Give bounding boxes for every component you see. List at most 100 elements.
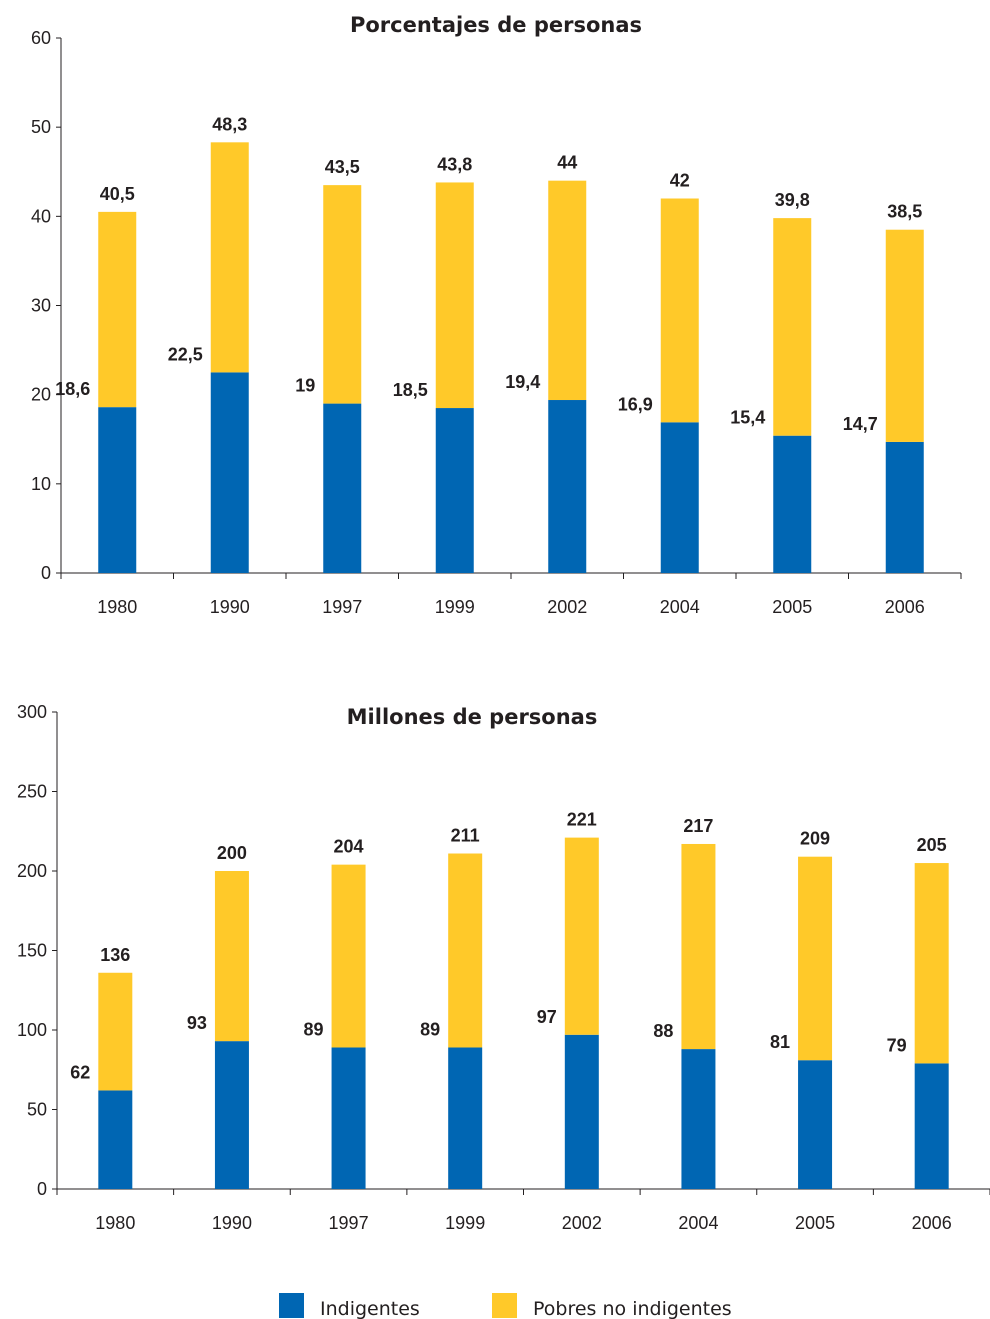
data-label-total: 43,8 — [437, 154, 472, 174]
bar-pobres-no-indigentes-1990 — [210, 142, 249, 373]
x-tick-label: 1997 — [329, 1213, 369, 1233]
data-label-indigentes: 18,6 — [55, 379, 90, 399]
bar-pobres-no-indigentes-1997 — [331, 864, 366, 1048]
data-label-indigentes: 62 — [70, 1062, 90, 1082]
x-tick-label: 2006 — [912, 1213, 952, 1233]
y-tick-label: 250 — [17, 782, 47, 802]
y-tick-label: 50 — [31, 117, 51, 137]
chart-title: Millones de personas — [347, 705, 598, 729]
data-label-indigentes: 19,4 — [505, 372, 540, 392]
chart-title: Porcentajes de personas — [350, 13, 642, 37]
data-label-total: 44 — [557, 153, 577, 173]
y-tick-label: 300 — [17, 702, 47, 722]
bar-pobres-no-indigentes-1999 — [435, 182, 474, 409]
bar-indigentes-2005 — [798, 1060, 833, 1189]
data-label-indigentes: 15,4 — [730, 408, 765, 428]
bar-indigentes-2004 — [660, 422, 699, 573]
bar-indigentes-2002 — [564, 1034, 599, 1189]
bar-indigentes-1999 — [435, 408, 474, 573]
legend-label-indigentes: Indigentes — [320, 1298, 420, 1319]
bar-pobres-no-indigentes-2005 — [773, 218, 812, 436]
legend-swatch-pobres-no-indigentes — [492, 1293, 517, 1318]
x-tick-label: 2002 — [562, 1213, 602, 1233]
data-label-total: 39,8 — [775, 190, 810, 210]
bar-pobres-no-indigentes-1990 — [214, 871, 249, 1042]
y-tick-label: 40 — [31, 206, 51, 226]
x-tick-label: 1980 — [95, 1213, 135, 1233]
bar-pobres-no-indigentes-2004 — [681, 843, 716, 1050]
data-label-total: 48,3 — [212, 114, 247, 134]
data-label-total: 217 — [683, 816, 713, 836]
bar-pobres-no-indigentes-1999 — [448, 853, 483, 1048]
y-tick-label: 200 — [17, 861, 47, 881]
y-tick-label: 60 — [31, 28, 51, 48]
x-tick-label: 1980 — [97, 597, 137, 617]
data-label-total: 221 — [567, 810, 597, 830]
bar-indigentes-2002 — [548, 400, 587, 573]
data-label-total: 40,5 — [100, 184, 135, 204]
bar-pobres-no-indigentes-1997 — [323, 185, 362, 404]
bar-indigentes-1990 — [214, 1041, 249, 1189]
x-tick-label: 1990 — [210, 597, 250, 617]
bar-pobres-no-indigentes-2005 — [798, 856, 833, 1061]
bar-indigentes-2006 — [914, 1063, 949, 1189]
x-tick-label: 2004 — [678, 1213, 718, 1233]
data-label-indigentes: 97 — [537, 1007, 557, 1027]
data-label-indigentes: 22,5 — [168, 344, 203, 364]
bar-indigentes-1980 — [98, 407, 137, 573]
x-tick-label: 2004 — [660, 597, 700, 617]
data-label-total: 205 — [917, 835, 947, 855]
bar-indigentes-2005 — [773, 435, 812, 573]
y-tick-label: 0 — [41, 563, 51, 583]
bar-indigentes-2004 — [681, 1049, 716, 1189]
x-tick-label: 1997 — [322, 597, 362, 617]
x-tick-label: 1990 — [212, 1213, 252, 1233]
data-label-total: 200 — [217, 843, 247, 863]
data-label-indigentes: 14,7 — [843, 414, 878, 434]
bar-pobres-no-indigentes-1980 — [98, 211, 137, 408]
legend: Indigentes Pobres no indigentes — [279, 1293, 732, 1319]
x-tick-label: 2005 — [772, 597, 812, 617]
chart-millions: Millones de personas 0 50 100 150 200 250 300 1… — [17, 702, 990, 1233]
data-label-indigentes: 18,5 — [393, 380, 428, 400]
data-label-indigentes: 93 — [187, 1013, 207, 1033]
data-label-indigentes: 81 — [770, 1032, 790, 1052]
x-tick-label: 1999 — [445, 1213, 485, 1233]
data-label-indigentes: 89 — [304, 1019, 324, 1039]
data-label-total: 38,5 — [887, 202, 922, 222]
y-tick-label: 20 — [31, 385, 51, 405]
y-tick-label: 50 — [27, 1100, 47, 1120]
data-label-indigentes: 88 — [653, 1021, 673, 1041]
y-tick-label: 0 — [37, 1179, 47, 1199]
bar-pobres-no-indigentes-2006 — [914, 863, 949, 1064]
y-tick-label: 150 — [17, 941, 47, 961]
data-label-total: 136 — [100, 945, 130, 965]
bar-pobres-no-indigentes-2006 — [885, 229, 924, 442]
data-label-indigentes: 79 — [887, 1035, 907, 1055]
bar-pobres-no-indigentes-1980 — [98, 972, 133, 1091]
y-tick-label: 10 — [31, 474, 51, 494]
x-tick-label: 1999 — [435, 597, 475, 617]
data-label-total: 209 — [800, 829, 830, 849]
data-label-total: 42 — [670, 171, 690, 191]
x-tick-label: 2005 — [795, 1213, 835, 1233]
bar-pobres-no-indigentes-2002 — [548, 180, 587, 401]
chart-percentages: Porcentajes de personas 0 10 20 30 40 50 60 198… — [31, 13, 962, 617]
x-tick-label: 2006 — [885, 597, 925, 617]
data-label-indigentes: 19 — [295, 376, 315, 396]
y-tick-label: 100 — [17, 1020, 47, 1040]
bar-indigentes-1990 — [210, 372, 249, 573]
y-tick-label: 30 — [31, 296, 51, 316]
x-tick-label: 2002 — [547, 597, 587, 617]
bar-indigentes-1980 — [98, 1090, 133, 1189]
data-label-total: 204 — [334, 837, 364, 857]
bar-pobres-no-indigentes-2004 — [660, 198, 699, 423]
data-label-indigentes: 16,9 — [618, 394, 653, 414]
bar-indigentes-1999 — [448, 1047, 483, 1189]
legend-label-pobres-no-indigentes: Pobres no indigentes — [533, 1298, 732, 1319]
bar-indigentes-1997 — [331, 1047, 366, 1189]
bar-indigentes-1997 — [323, 403, 362, 573]
bar-indigentes-2006 — [885, 441, 924, 573]
bar-pobres-no-indigentes-2002 — [564, 837, 599, 1035]
